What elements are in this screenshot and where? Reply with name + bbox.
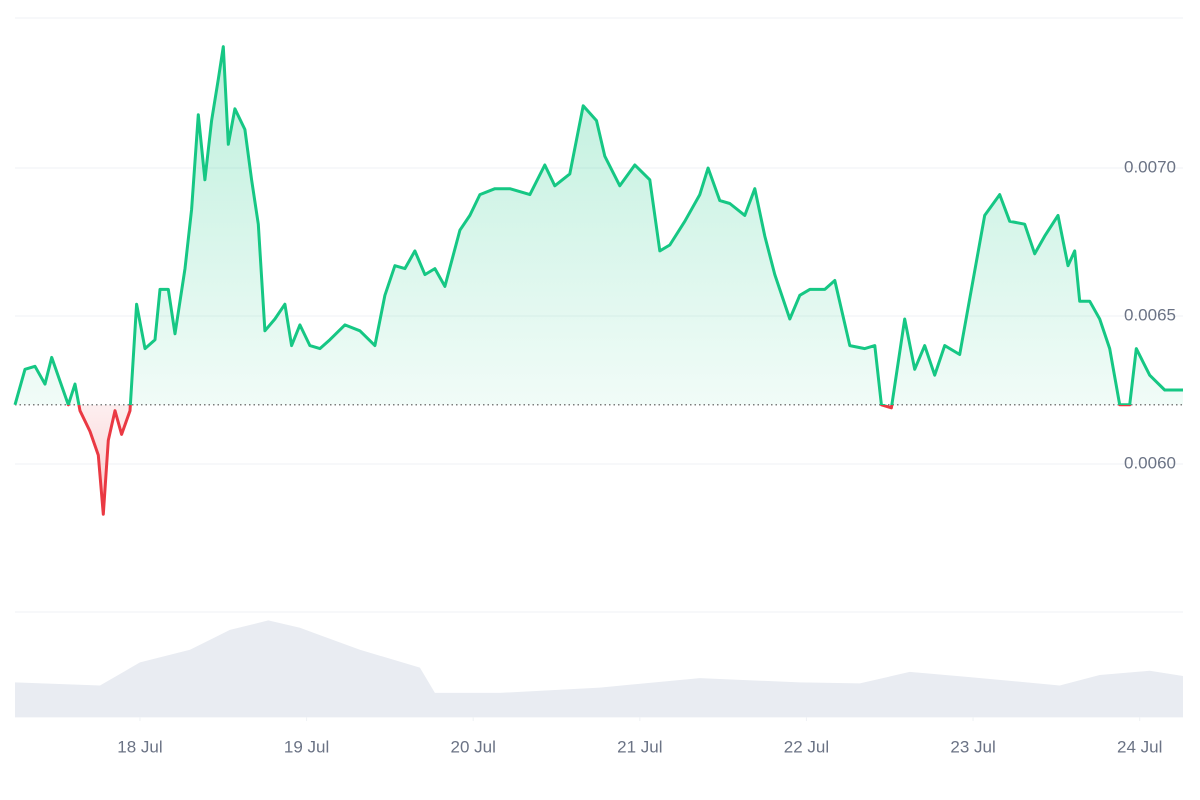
x-tick-label: 23 Jul (950, 737, 995, 756)
x-tick-label: 22 Jul (784, 737, 829, 756)
x-tick-label: 21 Jul (617, 737, 662, 756)
price-area (15, 46, 1183, 515)
volume-area (15, 620, 1183, 717)
y-tick-label: 0.0070 (1124, 157, 1176, 176)
x-tick-label: 19 Jul (284, 737, 329, 756)
x-tick-label: 20 Jul (451, 737, 496, 756)
price-line (13, 45, 1183, 516)
x-tick-label: 18 Jul (117, 737, 162, 756)
x-tick-label: 24 Jul (1117, 737, 1162, 756)
y-tick-label: 0.0065 (1124, 305, 1176, 324)
y-tick-label: 0.0060 (1124, 453, 1176, 472)
